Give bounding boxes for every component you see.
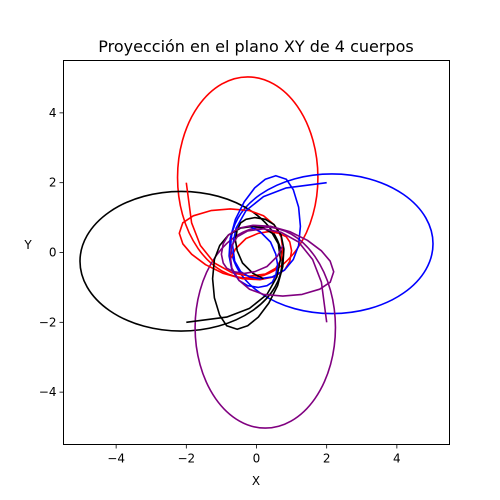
x-tick-label: 4	[393, 452, 401, 466]
y-tick-label: 4	[49, 106, 57, 120]
x-tick-label: −4	[107, 452, 125, 466]
chart-title: Proyección en el plano XY de 4 cuerpos	[98, 37, 413, 56]
x-axis-ticks: −4 −2 0 2 4	[107, 444, 401, 466]
orbita-roja	[176, 76, 319, 279]
y-axis-ticks: −4 −2 0 2 4	[39, 106, 64, 399]
orbita-azul	[230, 173, 434, 315]
orbita-morada	[194, 226, 337, 429]
cuerpo-morado-trayectoria	[220, 224, 335, 323]
x-tick-label: 0	[253, 452, 261, 466]
cuerpo-negro-trayectoria	[186, 216, 285, 331]
cuerpo-rojo-trayectoria	[178, 182, 293, 281]
x-tick-label: 2	[323, 452, 331, 466]
plot-area	[79, 76, 434, 429]
cuerpo-azul-trayectoria	[228, 174, 327, 289]
orbita-negra	[79, 190, 283, 332]
x-tick-label: −2	[177, 452, 195, 466]
x-axis-label: X	[252, 474, 260, 488]
y-tick-label: −2	[39, 315, 57, 329]
y-tick-label: 2	[49, 176, 57, 190]
y-tick-label: −4	[39, 385, 57, 399]
y-tick-label: 0	[49, 246, 57, 260]
y-axis-label: Y	[23, 238, 32, 252]
